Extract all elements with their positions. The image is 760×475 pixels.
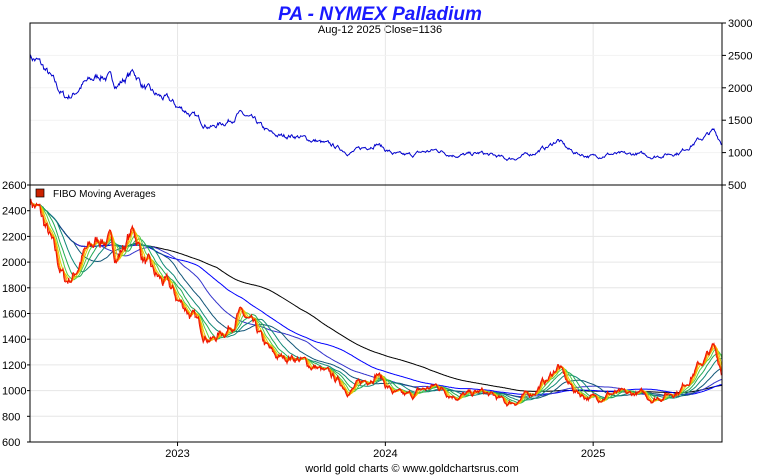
bottom-y-tick-label: 2200 <box>2 231 26 243</box>
bottom-y-tick-label: 600 <box>2 437 20 449</box>
chart-subtitle: Aug-12 2025 Close=1136 <box>318 24 442 36</box>
x-tick-label: 2025 <box>581 448 605 460</box>
legend-swatch <box>35 188 45 198</box>
top-y-tick-label: 2000 <box>728 83 752 95</box>
x-tick-label: 2024 <box>373 448 397 460</box>
bottom-panel-grid <box>30 184 722 443</box>
bottom-y-tick-label: 1000 <box>2 386 26 398</box>
chart-title: PA - NYMEX Palladium <box>278 4 482 25</box>
top-y-tick-label: 3000 <box>728 18 752 30</box>
top-y-tick-label: 1500 <box>728 115 752 127</box>
top-panel-grid <box>30 22 722 186</box>
bottom-y-tick-label: 1600 <box>2 309 26 321</box>
price-line-top <box>29 54 723 162</box>
top-y-tick-label: 500 <box>728 180 746 192</box>
top-panel-frame <box>29 22 723 186</box>
x-axis: 2023 2024 2025 <box>165 442 605 460</box>
price-line-bottom <box>29 198 723 408</box>
bottom-y-axis: 2600 2400 2200 2000 1800 1600 1400 1200 1000 800 6… <box>2 180 30 449</box>
top-price-series <box>29 54 723 162</box>
bottom-y-tick-label: 1400 <box>2 334 26 346</box>
ma-line-13 <box>29 201 723 405</box>
bottom-y-tick-label: 1800 <box>2 283 26 295</box>
bottom-y-tick-label: 1200 <box>2 360 26 372</box>
bottom-y-tick-label: 2600 <box>2 180 26 192</box>
bottom-ma-series <box>29 198 723 408</box>
top-y-tick-label: 1000 <box>728 148 752 160</box>
footer-credit: world gold charts © www.goldchartsrus.co… <box>304 463 519 475</box>
legend-label: FIBO Moving Averages <box>53 189 156 200</box>
bottom-y-tick-label: 800 <box>2 411 20 423</box>
x-tick-label: 2023 <box>165 448 189 460</box>
top-y-axis: 3000 2500 2000 1500 1000 500 <box>722 18 752 192</box>
bottom-y-tick-label: 2400 <box>2 206 26 218</box>
bottom-y-tick-label: 2000 <box>2 257 26 269</box>
top-y-tick-label: 2500 <box>728 50 752 62</box>
